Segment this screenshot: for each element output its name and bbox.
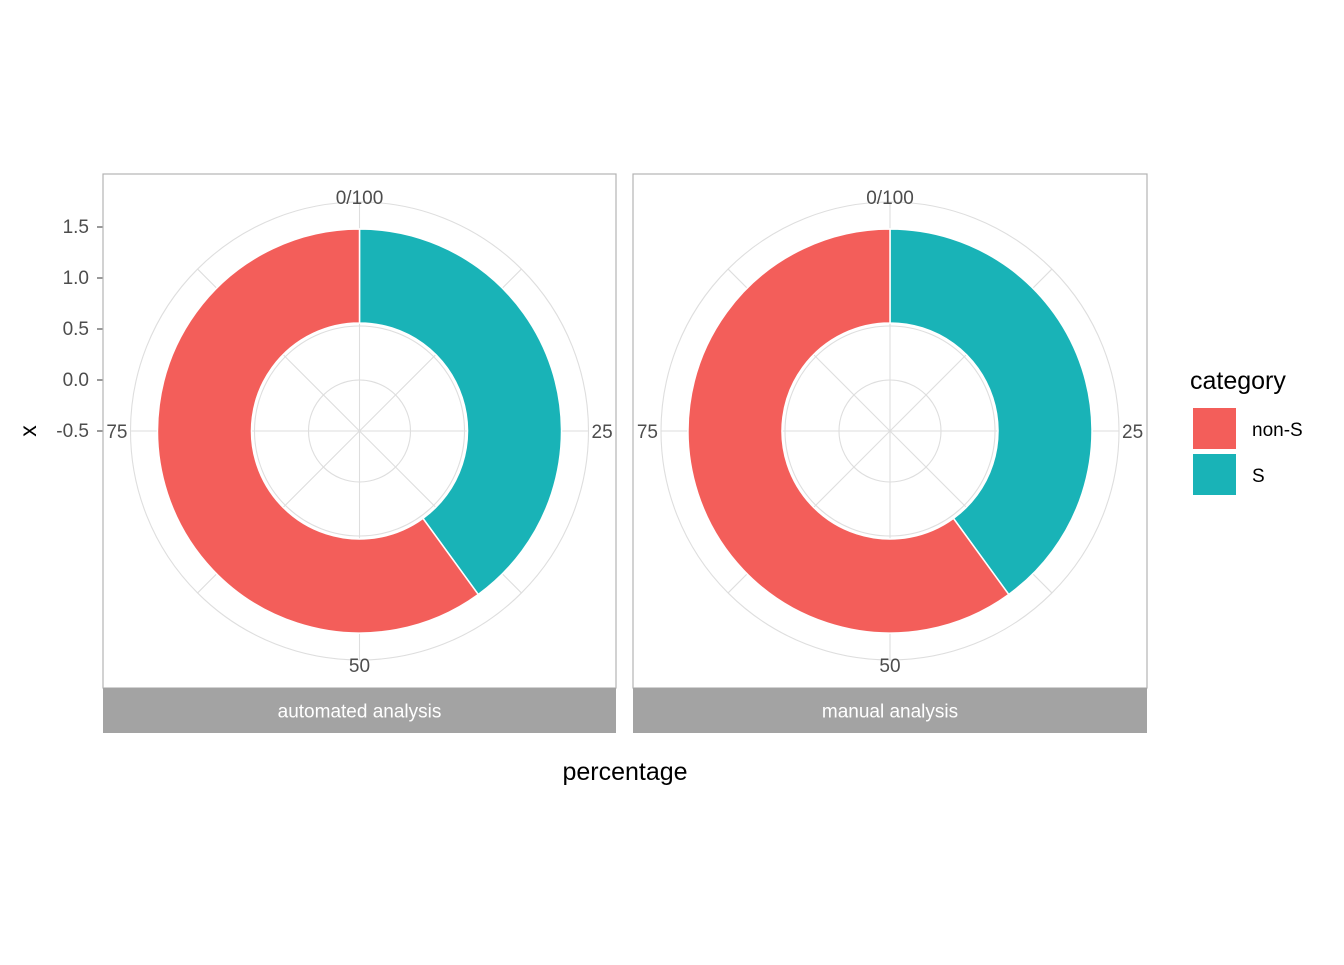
legend-label: S <box>1252 466 1265 487</box>
y-tick-label: 1.5 <box>63 217 89 238</box>
theta-tick-label: 25 <box>1122 422 1143 443</box>
legend-title: category <box>1190 367 1286 395</box>
theta-tick-label: 50 <box>349 656 370 677</box>
x-axis-title: percentage <box>562 758 687 786</box>
facet-panel-2: 0/100 25 50 75 manual analysis <box>632 173 1148 733</box>
slice-non-s <box>156 228 480 634</box>
theta-tick-label: 0/100 <box>866 188 914 209</box>
theta-tick-label: 75 <box>106 422 127 443</box>
theta-tick-label: 50 <box>879 656 900 677</box>
facet-panel-1: 0/100 25 50 75 automated analysis <box>102 173 617 733</box>
y-tick-label: 1.0 <box>63 268 89 289</box>
y-axis-title: x <box>15 425 41 437</box>
y-tick-label: -0.5 <box>56 421 89 442</box>
y-tick-label: 0.5 <box>63 319 89 340</box>
theta-tick-label: 25 <box>592 422 613 443</box>
slice-s <box>358 228 563 596</box>
facet-strip <box>633 688 1147 733</box>
theta-tick-label: 75 <box>637 422 658 443</box>
slice-s <box>889 228 1093 596</box>
slice-non-s <box>687 228 1010 634</box>
legend-key-s <box>1193 454 1236 495</box>
facet-strip-label: automated analysis <box>278 702 442 723</box>
legend-label: non-S <box>1252 420 1303 441</box>
legend: category non-S S <box>1190 367 1303 495</box>
facet-strip <box>103 688 616 733</box>
theta-tick-label: 0/100 <box>336 188 384 209</box>
y-tick-label: 0.0 <box>63 370 89 391</box>
legend-key-non-s <box>1193 408 1236 449</box>
facet-strip-label: manual analysis <box>822 702 958 723</box>
